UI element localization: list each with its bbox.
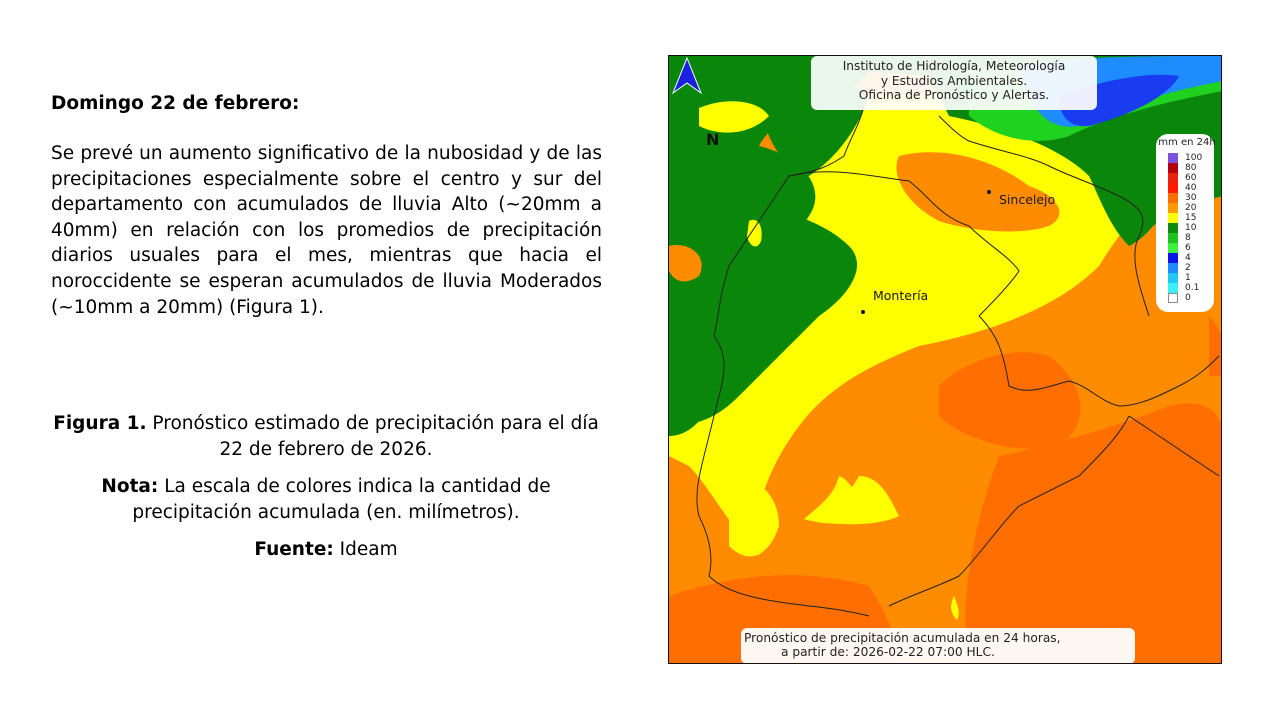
note-caption: Nota: La escala de colores indica la can… <box>40 474 612 525</box>
legend-title: mm en 24h <box>1158 137 1216 148</box>
legend-item: 40 <box>1168 183 1196 193</box>
legend-swatch <box>1168 243 1178 253</box>
figure-caption-text: Pronóstico estimado de precipitación par… <box>146 413 599 460</box>
note-label: Nota: <box>101 476 159 498</box>
figure-caption-label: Figura 1. <box>53 413 147 434</box>
city-label-sincelejo: Sincelejo <box>999 192 1056 207</box>
legend-item: 15 <box>1168 213 1196 223</box>
legend-swatch <box>1168 173 1178 183</box>
forecast-paragraph: Se prevé un aumento significativo de la … <box>51 143 602 318</box>
legend-item: 100 <box>1168 153 1202 163</box>
legend-item: 4 <box>1168 253 1191 263</box>
legend-item: 10 <box>1168 223 1196 233</box>
day-heading: Domingo 22 de febrero: <box>51 93 300 114</box>
note-text: La escala de colores indica la cantidad … <box>132 476 551 523</box>
precipitation-legend: mm en 24h 100 80 60 40 30 20 15 10 8 6 4… <box>1156 134 1216 312</box>
sincelejo-dot-icon <box>987 190 991 194</box>
institution-box: Instituto de Hidrología, Meteorología y … <box>811 56 1097 110</box>
forecast-footer-box: Pronóstico de precipitación acumulada en… <box>741 628 1135 663</box>
source-label: Fuente: <box>254 539 334 561</box>
legend-swatch <box>1168 163 1178 173</box>
legend-swatch <box>1168 263 1178 273</box>
city-label-monteria: Montería <box>873 288 929 303</box>
legend-item: 30 <box>1168 193 1196 203</box>
institution-line-1: Instituto de Hidrología, Meteorología <box>842 59 1066 73</box>
legend-swatch <box>1168 193 1178 203</box>
precipitation-map: N Instituto de Hidrología, Meteorología … <box>668 55 1222 664</box>
source-text: Ideam <box>333 539 398 561</box>
legend-item: 1 <box>1168 273 1191 283</box>
legend-swatch <box>1168 293 1178 303</box>
north-arrow-icon <box>671 56 703 95</box>
legend-item: 0 <box>1168 293 1191 303</box>
legend-swatch <box>1168 283 1178 293</box>
footer-line-2: a partir de: 2026-02-22 07:00 HLC. <box>781 645 995 659</box>
legend-swatch <box>1168 253 1178 263</box>
institution-line-2: y Estudios Ambientales. <box>880 73 1028 88</box>
legend-swatch <box>1168 233 1178 243</box>
source-caption: Fuente: Ideam <box>40 537 612 563</box>
legend-item: 0.1 <box>1168 283 1199 293</box>
legend-swatch <box>1168 183 1178 193</box>
legend-item: 8 <box>1168 233 1191 243</box>
legend-item: 80 <box>1168 163 1196 173</box>
legend-swatch <box>1168 203 1178 213</box>
legend-swatch <box>1168 213 1178 223</box>
legend-item: 6 <box>1168 243 1191 253</box>
monteria-dot-icon <box>861 310 865 314</box>
north-label: N <box>706 130 720 149</box>
legend-item: 20 <box>1168 203 1196 213</box>
precipitation-contours <box>669 56 1221 663</box>
legend-swatch <box>1168 223 1178 233</box>
institution-line-3: Oficina de Pronóstico y Alertas. <box>858 88 1050 102</box>
forecast-text-block: Domingo 22 de febrero: Se prevé un aumen… <box>51 91 602 320</box>
legend-item: 60 <box>1168 173 1196 183</box>
figure-caption: Figura 1. Pronóstico estimado de precipi… <box>40 411 612 462</box>
legend-swatch <box>1168 153 1178 163</box>
legend-item: 2 <box>1168 263 1191 273</box>
figure-caption-block: Figura 1. Pronóstico estimado de precipi… <box>40 411 612 575</box>
legend-swatch <box>1168 273 1178 283</box>
footer-line-1: Pronóstico de precipitación acumulada en… <box>744 631 1061 645</box>
